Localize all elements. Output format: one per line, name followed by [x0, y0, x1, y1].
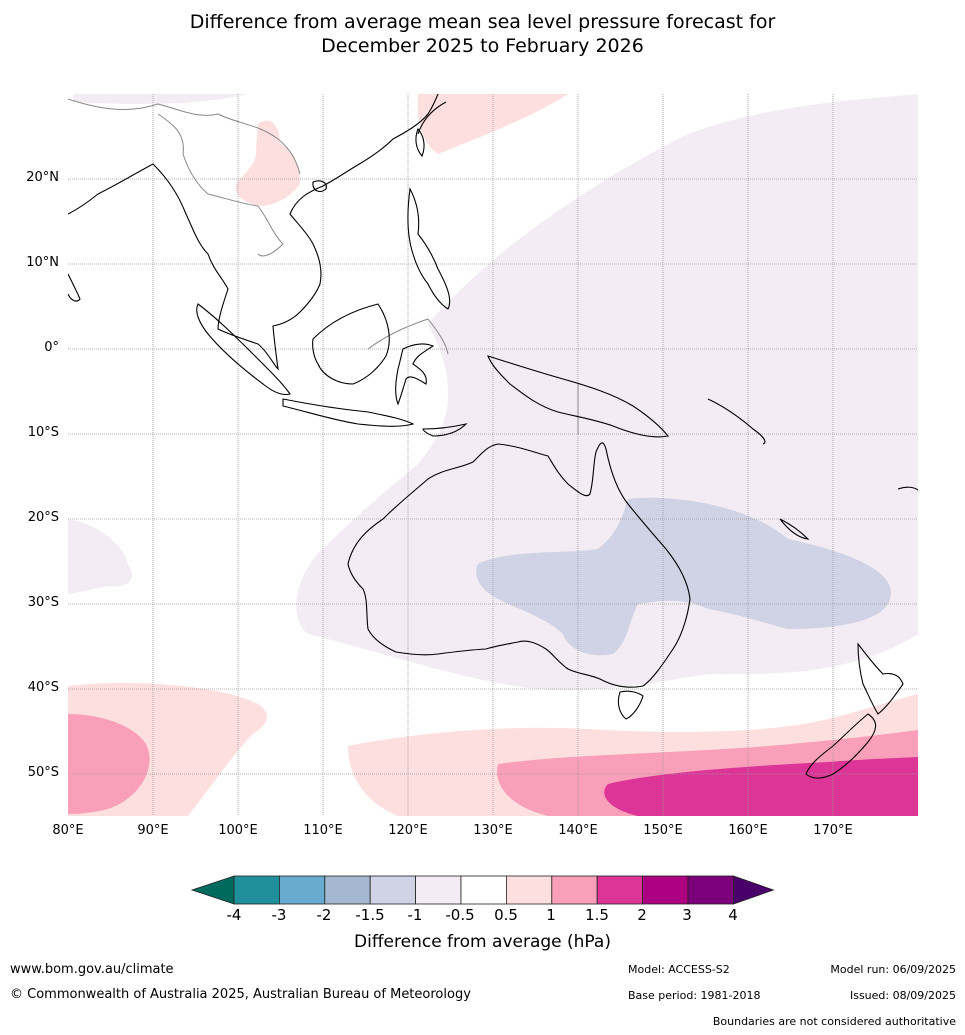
coast-taiwan: [415, 127, 425, 158]
colorbar-extend-min: [190, 875, 235, 905]
map-svg: [68, 94, 918, 816]
coast-java: [282, 398, 415, 427]
country-borders: [68, 98, 579, 434]
colorbar-segment: [505, 875, 553, 905]
map-panel: [68, 94, 918, 816]
colorbar-label: 1.5: [585, 906, 609, 924]
coast-nz-south: [805, 713, 877, 779]
lon-label-160e: 160°E: [728, 823, 768, 838]
coast-solomons: [707, 398, 766, 445]
colorbar-label: -2: [316, 906, 332, 924]
title-line-1: Difference from average mean sea level p…: [189, 11, 776, 33]
colorbar-segment: [324, 875, 371, 905]
lon-label-140e: 140°E: [558, 823, 598, 838]
footer-disclaimer: Boundaries are not considered authoritat…: [712, 1015, 956, 1028]
footer-website: www.bom.gov.au/climate: [10, 962, 174, 977]
lon-label-110e: 110°E: [303, 823, 343, 838]
lat-label-20n: 20°N: [26, 170, 59, 185]
anomaly-neg-region-top: [73, 94, 248, 104]
gridlines: [68, 94, 918, 816]
coast-fiji: [897, 486, 918, 491]
lon-label-150e: 150°E: [643, 823, 683, 838]
coastlines: [68, 94, 918, 779]
lon-label-170e: 170°E: [813, 823, 853, 838]
colorbar-segment: [551, 875, 598, 905]
coast-australia: [347, 442, 691, 688]
title-line-2: December 2025 to February 2026: [321, 35, 644, 57]
colorbar-extend-max: [733, 875, 775, 905]
lat-label-30s: 30°S: [27, 595, 59, 610]
colorbar-segment: [369, 875, 416, 905]
colorbar-label: -1: [407, 906, 423, 924]
chart-title: Difference from average mean sea level p…: [0, 10, 965, 58]
coast-borneo: [312, 303, 390, 385]
colorbar-segment: [415, 875, 462, 905]
colorbar-label: -1.5: [355, 906, 385, 924]
coast-sulawesi: [395, 343, 435, 406]
lat-label-40s: 40°S: [27, 680, 59, 695]
anomaly-neg-region-indian: [68, 519, 132, 594]
lat-label-20s: 20°S: [27, 510, 59, 525]
colorbar-segment: [687, 875, 734, 905]
colorbar-segment: [233, 875, 280, 905]
coast-sumatra: [196, 303, 291, 396]
colorbar: [190, 875, 775, 905]
coast-india: [68, 273, 81, 302]
coast-asia-mainland: [68, 94, 439, 371]
lat-label-50s: 50°S: [27, 765, 59, 780]
colorbar-label: -4: [226, 906, 242, 924]
colorbar-label: 3: [682, 906, 692, 924]
coast-new-caledonia: [779, 518, 810, 540]
footer-copyright: © Commonwealth of Australia 2025, Austra…: [10, 987, 471, 1002]
anomaly-pos-region-indochina: [235, 120, 300, 206]
colorbar-label: -0.5: [445, 906, 475, 924]
lon-label-120e: 120°E: [388, 823, 428, 838]
lon-label-90e: 90°E: [137, 823, 169, 838]
coast-tasmania: [617, 690, 644, 720]
footer-issued: Issued: 08/09/2025: [849, 989, 956, 1002]
lon-label-130e: 130°E: [473, 823, 513, 838]
footer-model: Model: ACCESS-S2: [628, 963, 730, 976]
footer-model-run: Model run: 06/09/2025: [830, 963, 956, 976]
coast-nz-north: [857, 642, 904, 715]
footer-base-period: Base period: 1981-2018: [628, 989, 761, 1002]
lat-label-10n: 10°N: [26, 255, 59, 270]
coast-new-guinea: [487, 355, 669, 438]
colorbar-label: 2: [637, 906, 647, 924]
coast-hainan: [312, 180, 327, 192]
anomaly-pos15-region-sw: [68, 714, 150, 814]
lat-label-0: 0°: [44, 340, 59, 355]
lon-label-100e: 100°E: [218, 823, 258, 838]
colorbar-label: 1: [546, 906, 556, 924]
coast-philippines: [407, 187, 451, 310]
colorbar-label: -3: [271, 906, 287, 924]
colorbar-segment: [279, 875, 326, 905]
lon-label-80e: 80°E: [52, 823, 84, 838]
coast-timor: [422, 423, 468, 437]
colorbar-label: 4: [728, 906, 738, 924]
lat-label-10s: 10°S: [27, 425, 59, 440]
colorbar-title: Difference from average (hPa): [354, 932, 611, 952]
colorbar-segment: [642, 875, 689, 905]
colorbar-segment: [460, 875, 507, 905]
colorbar-segment: [596, 875, 644, 905]
anomaly-pos2-region-se: [604, 757, 918, 816]
colorbar-label: 0.5: [494, 906, 518, 924]
